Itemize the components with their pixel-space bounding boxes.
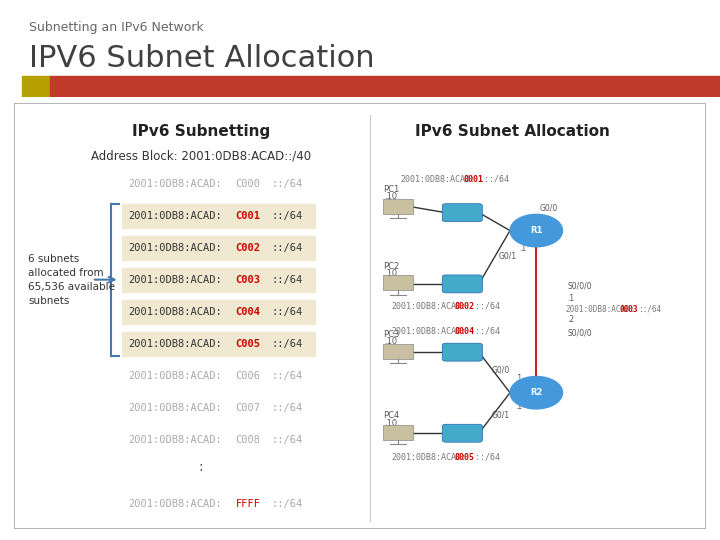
Text: 2001:0DB8:ACAD:: 2001:0DB8:ACAD:	[128, 339, 222, 349]
Text: 2001:0DB8:ACAD:: 2001:0DB8:ACAD:	[565, 305, 634, 314]
FancyBboxPatch shape	[442, 424, 482, 442]
Text: ::/64: ::/64	[271, 179, 303, 188]
Text: C008: C008	[235, 435, 261, 444]
Bar	[50, 76, 720, 97]
Text: 2001:0DB8:ACAD:: 2001:0DB8:ACAD:	[400, 174, 475, 184]
Text: C007: C007	[235, 403, 261, 413]
FancyBboxPatch shape	[14, 103, 706, 529]
Text: .1: .1	[519, 244, 526, 253]
Text: G0/1: G0/1	[491, 410, 510, 420]
Text: .10: .10	[384, 192, 397, 201]
Text: ::/64: ::/64	[271, 435, 303, 444]
Text: ::/64: ::/64	[271, 211, 303, 221]
Text: IPv6 Subnetting: IPv6 Subnetting	[132, 124, 270, 139]
Text: C000: C000	[235, 179, 261, 188]
FancyBboxPatch shape	[442, 343, 482, 361]
Text: C006: C006	[235, 370, 261, 381]
Text: 2001:0DB8:ACAD:: 2001:0DB8:ACAD:	[128, 307, 222, 316]
Text: ::/64: ::/64	[271, 275, 303, 285]
Text: ::/64: ::/64	[271, 339, 303, 349]
Text: ::/64: ::/64	[475, 453, 500, 462]
Bar	[122, 268, 315, 292]
Text: 2001:0DB8:ACAD:: 2001:0DB8:ACAD:	[391, 302, 466, 310]
Text: 0002: 0002	[455, 302, 474, 310]
Text: ::/64: ::/64	[271, 307, 303, 316]
Text: ::/64: ::/64	[475, 302, 500, 310]
Text: 2001:0DB8:ACAD:: 2001:0DB8:ACAD:	[128, 435, 222, 444]
Circle shape	[510, 214, 562, 247]
Bar	[122, 235, 315, 260]
Bar	[122, 332, 315, 355]
Text: 2001:0DB8:ACAD:: 2001:0DB8:ACAD:	[128, 242, 222, 253]
Text: 0005: 0005	[455, 453, 474, 462]
Text: R1: R1	[530, 226, 542, 235]
Text: .1: .1	[529, 220, 536, 229]
Text: 2001:0DB8:ACAD:: 2001:0DB8:ACAD:	[128, 179, 222, 188]
Text: Address Block: 2001:0DB8:ACAD::/40: Address Block: 2001:0DB8:ACAD::/40	[91, 150, 311, 163]
Text: ::/64: ::/64	[271, 403, 303, 413]
Text: R2: R2	[530, 388, 542, 397]
Bar	[383, 199, 413, 213]
Text: .1: .1	[516, 402, 523, 411]
Text: PC2: PC2	[383, 262, 399, 271]
Text: PC4: PC4	[383, 411, 399, 420]
Text: .10: .10	[384, 269, 397, 278]
Bar	[383, 275, 413, 291]
Text: ::/64: ::/64	[475, 327, 500, 336]
Text: C001: C001	[235, 211, 261, 221]
Text: IPv6 Subnet Allocation: IPv6 Subnet Allocation	[415, 124, 610, 139]
Text: S0/0/0: S0/0/0	[567, 328, 592, 337]
Text: 2001:0DB8:ACAD:: 2001:0DB8:ACAD:	[391, 327, 466, 336]
Text: 2001:0DB8:ACAD:: 2001:0DB8:ACAD:	[128, 370, 222, 381]
Text: 2001:0DB8:ACAD:: 2001:0DB8:ACAD:	[128, 498, 222, 509]
Text: .10: .10	[384, 338, 397, 347]
Text: ::/64: ::/64	[485, 174, 510, 184]
Text: 2001:0DB8:ACAD:: 2001:0DB8:ACAD:	[391, 453, 466, 462]
Text: ::/64: ::/64	[271, 370, 303, 381]
Text: ::/64: ::/64	[271, 498, 303, 509]
Text: 0001: 0001	[464, 174, 484, 184]
Text: Subnetting an IPv6 Network: Subnetting an IPv6 Network	[29, 22, 204, 35]
Text: C002: C002	[235, 242, 261, 253]
Text: 2001:0DB8:ACAD:: 2001:0DB8:ACAD:	[128, 275, 222, 285]
Bar	[122, 204, 315, 227]
Text: 2001:0DB8:ACAD:: 2001:0DB8:ACAD:	[128, 403, 222, 413]
FancyBboxPatch shape	[442, 204, 482, 221]
Text: .2: .2	[567, 315, 575, 325]
Text: PC1: PC1	[383, 185, 399, 194]
Text: G0/1: G0/1	[498, 251, 516, 260]
Text: .1: .1	[516, 374, 523, 383]
Text: G0/0: G0/0	[491, 365, 510, 374]
Text: 0004: 0004	[455, 327, 474, 336]
Bar	[383, 424, 413, 440]
Text: .10: .10	[384, 418, 397, 428]
Bar	[383, 343, 413, 359]
Text: 0003: 0003	[620, 305, 639, 314]
FancyBboxPatch shape	[442, 275, 482, 293]
Text: G0/0: G0/0	[540, 203, 558, 212]
Text: C004: C004	[235, 307, 261, 316]
Bar	[22, 76, 50, 97]
Text: ::/64: ::/64	[638, 305, 661, 314]
Text: S0/0/0: S0/0/0	[567, 281, 592, 290]
Text: 2001:0DB8:ACAD:: 2001:0DB8:ACAD:	[128, 211, 222, 221]
Text: .1: .1	[567, 294, 575, 303]
Text: IPV6 Subnet Allocation: IPV6 Subnet Allocation	[29, 44, 374, 73]
Text: FFFF: FFFF	[235, 498, 261, 509]
Text: :: :	[199, 460, 203, 474]
Text: C003: C003	[235, 275, 261, 285]
Bar	[122, 300, 315, 323]
Text: 6 subnets
allocated from
65,536 available
subnets: 6 subnets allocated from 65,536 availabl…	[28, 254, 115, 306]
Text: PC3: PC3	[383, 330, 400, 339]
Text: ::/64: ::/64	[271, 242, 303, 253]
Text: C005: C005	[235, 339, 261, 349]
Circle shape	[510, 376, 562, 409]
